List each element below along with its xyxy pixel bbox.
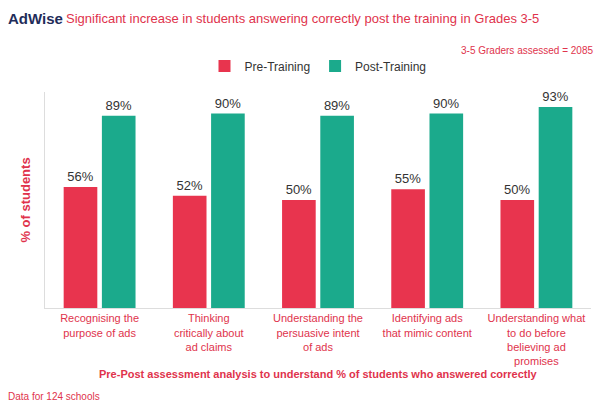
svg-text:Pre-Training: Pre-Training [245, 60, 311, 74]
svg-text:52%: 52% [176, 178, 202, 193]
svg-text:% of students: % of students [18, 157, 33, 242]
svg-text:55%: 55% [395, 171, 421, 186]
svg-text:Significant increase in studen: Significant increase in students answeri… [66, 11, 539, 26]
svg-text:93%: 93% [542, 89, 568, 104]
svg-text:Understanding thepersuasive in: Understanding thepersuasive intentof ads [273, 312, 363, 353]
svg-text:Data for 124 schools: Data for 124 schools [8, 391, 100, 402]
svg-text:89%: 89% [105, 98, 131, 113]
svg-text:AdWise: AdWise [8, 10, 63, 27]
svg-text:Thinkingcritically aboutad cla: Thinkingcritically aboutad claims [174, 312, 244, 353]
svg-text:3-5 Graders assessed = 2085: 3-5 Graders assessed = 2085 [461, 45, 593, 56]
svg-text:Post-Training: Post-Training [355, 60, 426, 74]
svg-text:Recognising thepurpose of ads: Recognising thepurpose of ads [60, 312, 139, 338]
svg-text:Identifying adsthat mimic cont: Identifying adsthat mimic content [383, 312, 472, 338]
svg-text:Pre-Post assessment analysis t: Pre-Post assessment analysis to understa… [99, 368, 538, 380]
svg-text:50%: 50% [286, 182, 312, 197]
svg-text:56%: 56% [67, 169, 93, 184]
svg-text:90%: 90% [215, 96, 241, 111]
svg-text:89%: 89% [324, 98, 350, 113]
svg-text:50%: 50% [504, 182, 530, 197]
svg-text:Understanding whatto do before: Understanding whatto do beforebelieving … [487, 312, 585, 367]
svg-text:90%: 90% [433, 96, 459, 111]
